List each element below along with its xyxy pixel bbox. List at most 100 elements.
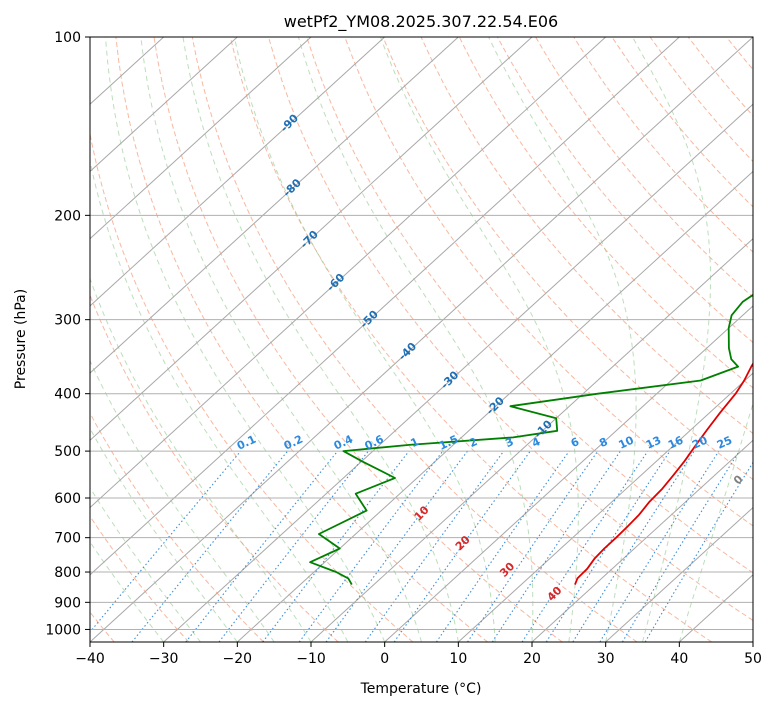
moist-adiabats <box>90 37 753 642</box>
y-axis-ticks: 100 200 300 400 500 600 700 800 900 1000 <box>45 30 90 638</box>
isotherm-line <box>90 37 312 240</box>
x-tick-label: 10 <box>449 651 467 667</box>
moist-adiabat-line <box>90 277 312 642</box>
dry-adiabat-line <box>535 37 753 298</box>
y-tick-label: 700 <box>54 531 81 547</box>
moist-adiabat-line <box>90 486 201 642</box>
dry-adiabat-line <box>611 37 753 208</box>
isotherm-line <box>90 37 533 442</box>
series-line-temperature <box>574 362 753 585</box>
x-tick-label: 50 <box>744 651 762 667</box>
isotherm-label: 0 <box>731 472 746 487</box>
moist-adiabat-line <box>90 158 349 642</box>
moist-adiabat-line <box>488 37 637 642</box>
moist-adiabat-line <box>182 37 459 642</box>
dry-adiabat-line <box>229 37 712 642</box>
dry-adiabat-line <box>306 37 753 574</box>
y-tick-label: 800 <box>54 565 81 581</box>
x-tick-label: −30 <box>149 651 179 667</box>
dry-adiabat-line <box>90 293 339 642</box>
moist-adiabat-line <box>90 427 238 642</box>
mixing-ratio-label: 1.5 <box>437 433 460 453</box>
x-tick-label: 30 <box>597 651 615 667</box>
dry-adiabats <box>90 37 753 642</box>
mixing-ratio-line <box>599 450 720 642</box>
mixing-ratio-label: 20 <box>690 433 710 451</box>
mixing-ratio-label: 0.6 <box>363 432 386 452</box>
dry-adiabat-line <box>115 37 488 642</box>
mixing-ratio-line <box>298 450 444 642</box>
isotherm-line <box>90 37 459 374</box>
dry-adiabat-line <box>382 37 753 481</box>
isotherm-line <box>384 305 753 642</box>
series-line-dewpoint <box>309 293 753 586</box>
isotherm-line <box>752 641 753 642</box>
mixing-ratio-label: 2 <box>467 435 479 450</box>
mixing-ratio-line <box>393 450 531 642</box>
dry-adiabat-line <box>191 37 638 642</box>
mixing-ratio-line <box>364 450 505 642</box>
dry-adiabat-line <box>649 37 753 163</box>
dry-adiabat-line <box>90 412 264 642</box>
y-tick-label: 100 <box>54 30 81 46</box>
x-tick-label: 40 <box>670 651 688 667</box>
mixing-ratio-label: 8 <box>597 435 609 450</box>
mixing-ratio-line <box>491 450 621 642</box>
chart-title: wetPf2_YM08.2025.307.22.54.E06 <box>284 12 558 32</box>
plot-frame <box>89 36 754 643</box>
dry-adiabat-line <box>153 37 563 642</box>
mixing-ratio-line <box>131 450 289 642</box>
mixing-ratio-label: 13 <box>644 434 663 452</box>
y-tick-label: 200 <box>54 208 81 224</box>
dry-adiabat-line <box>90 131 414 642</box>
mixing-ratio-line <box>545 450 671 642</box>
moist-adiabat-line <box>380 37 579 642</box>
y-axis-label: Pressure (hPa) <box>13 289 29 389</box>
mixing-ratio-label: 25 <box>715 434 734 452</box>
mixing-ratio-label: 16 <box>666 433 686 451</box>
x-axis-label: Temperature (°C) <box>360 681 482 697</box>
x-tick-label: −40 <box>75 651 105 667</box>
mixing-ratio-line <box>621 450 740 642</box>
x-tick-label: −20 <box>223 651 253 667</box>
moist-adiabat-line <box>678 401 753 642</box>
moist-adiabat-line <box>140 37 422 642</box>
mixing-ratio-line <box>467 450 599 642</box>
x-tick-label: −10 <box>296 651 326 667</box>
y-tick-label: 900 <box>54 595 81 611</box>
isotherm-line <box>310 237 753 642</box>
y-tick-label: 600 <box>54 491 81 507</box>
dry-adiabat-line <box>687 37 753 117</box>
mixing-ratio-line <box>185 450 339 642</box>
mixing-ratio-line <box>262 450 410 642</box>
isotherm-line <box>90 37 753 642</box>
mixing-ratio-line <box>435 450 570 642</box>
moist-adiabat-line <box>105 37 386 642</box>
isotherm-line <box>605 506 753 642</box>
x-tick-label: 20 <box>523 651 541 667</box>
isotherm-line <box>531 439 753 642</box>
isotherm-label: 10 <box>412 503 432 523</box>
y-tick-label: 300 <box>54 313 81 329</box>
isotherm-line <box>90 37 607 509</box>
dry-adiabat-line <box>267 37 753 622</box>
y-tick-label: 400 <box>54 387 81 403</box>
skewed-isotherms <box>90 37 753 642</box>
mixing-ratio-lines <box>90 450 753 642</box>
dry-adiabat-line <box>573 37 753 253</box>
x-tick-label: 0 <box>380 651 389 667</box>
isotherm-line <box>236 170 753 642</box>
isotherm-line <box>457 372 753 642</box>
mixing-ratio-line <box>572 450 695 642</box>
dry-adiabat-line <box>496 37 753 344</box>
isotherm-line <box>90 37 386 307</box>
mixing-ratio-line <box>325 450 468 642</box>
moist-adiabat-line <box>297 37 534 642</box>
isotherm-label: 40 <box>545 584 565 604</box>
isotherm-line <box>90 37 238 173</box>
dry-adiabat-line <box>458 37 753 389</box>
x-axis-ticks: −40 −30 −20 −10 0 10 20 30 40 50 <box>75 642 762 667</box>
mixing-ratio-line <box>90 450 242 633</box>
